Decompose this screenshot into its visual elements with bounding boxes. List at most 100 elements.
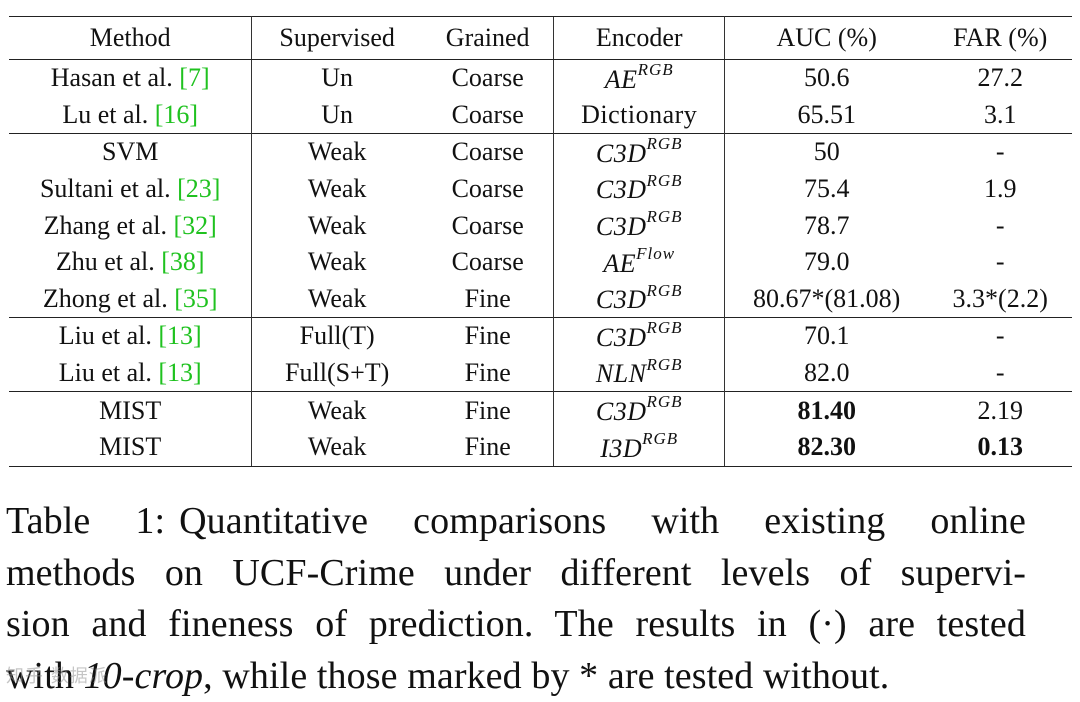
encoder-modality: RGB — [646, 281, 682, 300]
cell-encoder: I3DRGB — [554, 429, 725, 466]
cell-method: SVM — [9, 134, 252, 171]
cell-auc: 75.4 — [724, 171, 928, 208]
encoder-modality: RGB — [646, 134, 682, 153]
caption-text-1: Quantitative comparisons with existing o… — [179, 500, 1026, 542]
method-name: SVM — [102, 137, 158, 166]
cell-encoder: C3DRGB — [554, 134, 725, 171]
citation-link[interactable]: [35] — [174, 284, 217, 313]
method-name: Liu et al. — [59, 358, 159, 387]
cell-method: MIST — [9, 429, 252, 466]
method-name: Sultani et al. — [40, 174, 177, 203]
cell-grained: Coarse — [422, 207, 554, 244]
encoder-base: C3D — [596, 285, 647, 314]
cell-method: Lu et al. [16] — [9, 97, 252, 134]
cell-supervised: Full(S+T) — [252, 355, 422, 392]
encoder-modality: RGB — [647, 355, 683, 374]
cell-far: - — [928, 207, 1072, 244]
encoder-name: Dictionary — [581, 100, 697, 129]
encoder-name: C3DRGB — [596, 175, 683, 204]
cell-encoder: AEFlow — [554, 244, 725, 281]
encoder-modality: RGB — [646, 171, 682, 190]
header-encoder: Encoder — [554, 17, 725, 60]
cell-method: MIST — [9, 392, 252, 429]
cell-grained: Fine — [422, 281, 554, 318]
encoder-name: C3DRGB — [596, 397, 683, 426]
encoder-base: AE — [605, 65, 638, 94]
encoder-base: AE — [603, 249, 636, 278]
cell-auc: 78.7 — [724, 207, 928, 244]
encoder-base: C3D — [596, 323, 647, 352]
encoder-name: C3DRGB — [596, 323, 683, 352]
citation-link[interactable]: [32] — [174, 211, 217, 240]
caption-text-4b: , while those marked by * are tested wit… — [203, 655, 889, 697]
cell-grained: Coarse — [422, 60, 554, 97]
caption-label: Table 1: — [6, 500, 165, 542]
cell-supervised: Un — [252, 97, 422, 134]
header-method: Method — [9, 17, 252, 60]
encoder-modality: RGB — [646, 392, 682, 411]
cell-grained: Fine — [422, 429, 554, 466]
encoder-base: NLN — [596, 359, 647, 388]
method-name: Lu et al. — [62, 100, 154, 129]
encoder-name: C3DRGB — [596, 139, 683, 168]
cell-supervised: Weak — [252, 207, 422, 244]
encoder-name: AEFlow — [603, 249, 675, 278]
cell-grained: Coarse — [422, 244, 554, 281]
cell-method: Hasan et al. [7] — [9, 60, 252, 97]
cell-auc: 70.1 — [724, 318, 928, 355]
citation-link[interactable]: [13] — [158, 358, 201, 387]
cell-encoder: C3DRGB — [554, 392, 725, 429]
citation-link[interactable]: [16] — [155, 100, 198, 129]
cell-grained: Coarse — [422, 97, 554, 134]
results-table: Method Supervised Grained Encoder AUC (%… — [9, 16, 1072, 467]
method-name: Hasan et al. — [51, 63, 180, 92]
cell-far: - — [928, 244, 1072, 281]
cell-supervised: Weak — [252, 244, 422, 281]
header-far: FAR (%) — [928, 17, 1072, 60]
encoder-name: C3DRGB — [596, 212, 683, 241]
method-name: MIST — [99, 432, 161, 461]
header-row: Method Supervised Grained Encoder AUC (%… — [9, 17, 1072, 60]
method-name: Zhong et al. — [43, 284, 174, 313]
cell-far: 1.9 — [928, 171, 1072, 208]
citation-link[interactable]: [23] — [177, 174, 220, 203]
cell-method: Zhong et al. [35] — [9, 281, 252, 318]
encoder-base: C3D — [596, 175, 647, 204]
caption-line-4: with 10-crop, while those marked by * ar… — [6, 651, 1026, 702]
citation-link[interactable]: [7] — [179, 63, 209, 92]
cell-grained: Coarse — [422, 134, 554, 171]
encoder-modality: RGB — [646, 207, 682, 226]
cell-supervised: Weak — [252, 171, 422, 208]
cell-far: 3.3*(2.2) — [928, 281, 1072, 318]
method-name: Liu et al. — [59, 321, 159, 350]
caption-line-2: methods on UCF-Crime under different lev… — [6, 548, 1026, 600]
cell-supervised: Weak — [252, 429, 422, 466]
encoder-name: I3DRGB — [600, 434, 678, 463]
cell-encoder: C3DRGB — [554, 171, 725, 208]
header-auc: AUC (%) — [724, 17, 928, 60]
cell-far: 2.19 — [928, 392, 1072, 429]
cell-grained: Fine — [422, 392, 554, 429]
cell-supervised: Weak — [252, 134, 422, 171]
encoder-modality: RGB — [646, 318, 682, 337]
caption-line-1: Table 1: Quantitative comparisons with ex… — [6, 496, 1026, 548]
citation-link[interactable]: [38] — [161, 247, 204, 276]
encoder-base: I3D — [600, 434, 642, 463]
caption-line-3: sion and fineness of prediction. The res… — [6, 599, 1026, 651]
cell-supervised: Weak — [252, 281, 422, 318]
citation-link[interactable]: [13] — [158, 321, 201, 350]
encoder-name: NLNRGB — [596, 359, 683, 388]
cell-encoder: NLNRGB — [554, 355, 725, 392]
